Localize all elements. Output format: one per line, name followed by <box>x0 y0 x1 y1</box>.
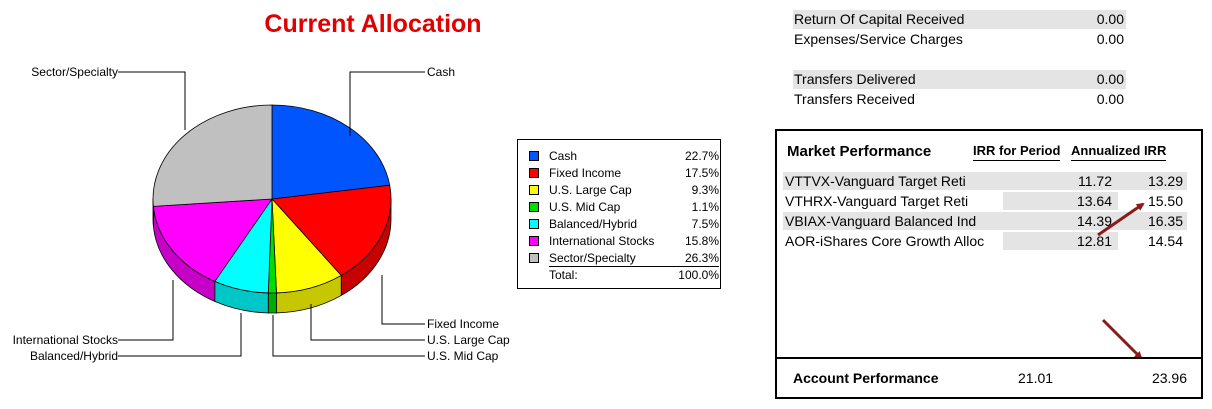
legend-label: U.S. Large Cap <box>549 183 632 197</box>
fund-irr-cell: 12.81 <box>1003 232 1118 250</box>
chart-title: Current Allocation <box>264 10 482 38</box>
summary-label: Return Of Capital Received <box>794 11 965 27</box>
legend-item-international-stocks: International Stocks 15.8% <box>529 233 719 250</box>
arrow-to-annualized-irr <box>1097 202 1145 237</box>
legend-total-label: Total: <box>549 268 578 282</box>
legend-value: 7.5% <box>691 217 719 231</box>
slice-label-u-s-large-cap: U.S. Large Cap <box>427 333 510 347</box>
summary-row: Transfers Delivered 0.00 <box>793 70 1126 89</box>
summary-label: Transfers Received <box>794 91 915 107</box>
legend-swatch-balanced-hybrid <box>529 219 539 229</box>
leader-line-u-s-mid-cap <box>272 315 425 357</box>
legend-label: U.S. Mid Cap <box>549 200 621 214</box>
fund-irr-cell: 14.39 <box>1003 212 1118 230</box>
pie-slice-international-stocks <box>152 198 273 282</box>
fund-irr: 11.72 <box>1078 173 1112 189</box>
account-performance-label: Account Performance <box>793 370 939 386</box>
pie-slice-fixed-income <box>271 184 392 276</box>
summary-row: Expenses/Service Charges 0.00 <box>793 30 1126 49</box>
account-performance-annualized: 23.96 <box>1151 370 1187 386</box>
legend-item-fixed-income: Fixed Income 17.5% <box>529 165 719 182</box>
fund-annualized: 15.50 <box>1147 193 1183 209</box>
fund-row: AOR-iShares Core Growth Alloc 12.81 14.5… <box>783 232 1187 250</box>
fund-row: VTTVX-Vanguard Target Reti 11.72 13.29 <box>783 172 1187 190</box>
legend-value: 22.7% <box>684 149 719 163</box>
fund-name: VTHRX-Vanguard Target Reti <box>785 193 969 209</box>
legend-value: 15.8% <box>684 234 719 248</box>
allocation-pie-chart: Cash Fixed Income U.S. Large Cap U.S. Mid C… <box>13 65 510 363</box>
chart-legend: Cash 22.7% Fixed Income 17.5% U.S. Large… <box>517 139 721 289</box>
legend-label: Sector/Specialty <box>549 251 636 265</box>
leader-line-sector-specialty <box>118 71 186 130</box>
annotation-arrows <box>1097 202 1145 360</box>
legend-swatch-us-mid-cap <box>529 202 539 212</box>
legend-label: Cash <box>549 149 578 163</box>
leader-line-fixed-income <box>381 275 425 325</box>
legend-total-row: Total: 100.0% <box>549 266 719 284</box>
fund-irr: 14.39 <box>1076 213 1112 229</box>
irr-period-header: IRR for Period <box>973 143 1061 161</box>
slice-label-fixed-income: Fixed Income <box>427 317 499 331</box>
legend-item-balanced-hybrid: Balanced/Hybrid 7.5% <box>529 216 719 233</box>
pie-side-u-s-mid-cap <box>267 292 277 314</box>
summary-value: 0.00 <box>1096 11 1124 27</box>
fund-annualized: 16.35 <box>1147 213 1183 229</box>
legend-swatch-sector-specialty <box>529 253 539 263</box>
legend-label: Fixed Income <box>549 166 622 180</box>
fund-row: VTHRX-Vanguard Target Reti 13.64 15.50 <box>783 192 1187 210</box>
fund-annualized: 13.29 <box>1147 173 1183 189</box>
slice-label-cash: Cash <box>427 65 455 79</box>
slice-label-balanced-hybrid: Balanced/Hybrid <box>30 349 118 363</box>
slice-label-u-s-mid-cap: U.S. Mid Cap <box>427 349 499 363</box>
slice-label-sector-specialty: Sector/Specialty <box>31 65 118 79</box>
legend-swatch-cash <box>529 151 539 161</box>
fund-name: VBIAX-Vanguard Balanced Ind <box>785 213 977 229</box>
fund-irr-cell: 13.64 <box>1003 192 1118 210</box>
legend-value: 1.1% <box>691 200 719 214</box>
account-performance-row: Account Performance 21.01 23.96 <box>777 357 1201 397</box>
fund-irr: 12.81 <box>1076 233 1112 249</box>
summary-label: Transfers Delivered <box>794 71 916 87</box>
legend-label: International Stocks <box>549 234 655 248</box>
arrow-to-account-performance <box>1101 318 1143 360</box>
legend-value: 9.3% <box>691 183 719 197</box>
fund-annualized: 14.54 <box>1147 233 1183 249</box>
legend-item-sector-specialty: Sector/Specialty 26.3% <box>529 250 719 267</box>
legend-swatch-international-stocks <box>529 236 539 246</box>
pie-slice-cash <box>271 104 391 200</box>
annualized-irr-header: Annualized IRR <box>1071 143 1167 161</box>
fund-name: AOR-iShares Core Growth Alloc <box>785 233 985 249</box>
leader-line-u-s-large-cap <box>310 304 425 341</box>
account-performance-irr: 21.01 <box>1018 370 1054 386</box>
legend-label: Balanced/Hybrid <box>549 217 638 231</box>
leader-line-cash <box>349 71 425 136</box>
legend-item-cash: Cash 22.7% <box>529 148 719 165</box>
fund-irr: 13.64 <box>1076 193 1112 209</box>
summary-value: 0.00 <box>1096 91 1124 107</box>
legend-item-us-mid-cap: U.S. Mid Cap 1.1% <box>529 199 719 216</box>
legend-value: 26.3% <box>684 251 719 265</box>
legend-item-us-large-cap: U.S. Large Cap 9.3% <box>529 182 719 199</box>
leader-line-balanced-hybrid <box>118 313 242 357</box>
market-performance-panel: Market Performance IRR for Period Annual… <box>775 129 1203 399</box>
leader-line-international-stocks <box>118 280 174 341</box>
legend-swatch-us-large-cap <box>529 185 539 195</box>
summary-label: Expenses/Service Charges <box>794 31 963 47</box>
performance-title: Market Performance <box>787 143 932 160</box>
fund-row: VBIAX-Vanguard Balanced Ind 14.39 16.35 <box>783 212 1187 230</box>
legend-total-value: 100.0% <box>678 268 719 282</box>
legend-swatch-fixed-income <box>529 168 539 178</box>
legend-value: 17.5% <box>684 166 719 180</box>
fund-name: VTTVX-Vanguard Target Reti <box>785 173 966 189</box>
pie-slice-sector-specialty <box>152 104 273 207</box>
summary-row: Transfers Received 0.00 <box>793 90 1126 109</box>
fund-irr-cell: 11.72 <box>1003 172 1118 190</box>
summary-value: 0.00 <box>1096 71 1124 87</box>
summary-row: Return Of Capital Received 0.00 <box>793 10 1126 29</box>
slice-label-international-stocks: International Stocks <box>13 333 118 347</box>
summary-value: 0.00 <box>1096 31 1124 47</box>
